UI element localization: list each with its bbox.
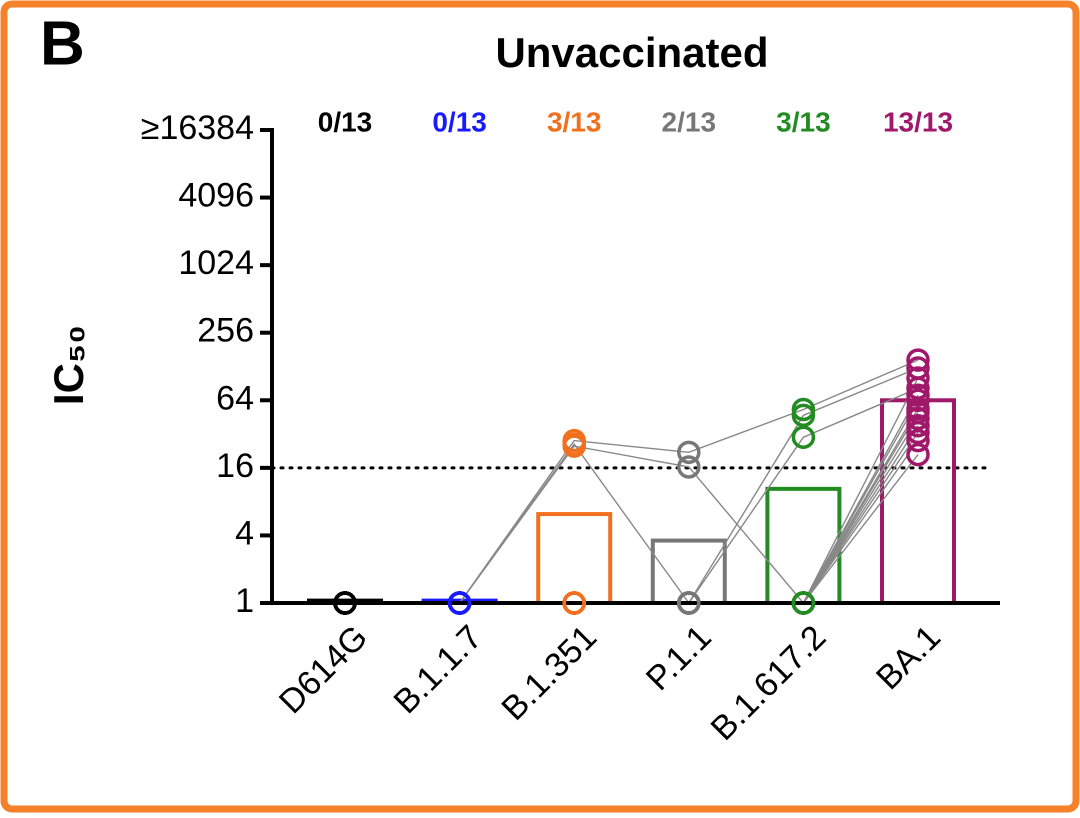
point	[562, 434, 586, 458]
y-tick-label: ≥16384	[141, 109, 254, 147]
point	[333, 591, 357, 615]
point	[791, 403, 816, 428]
point	[677, 455, 701, 479]
y-tick-label: 4096	[178, 177, 254, 215]
point	[562, 591, 586, 615]
count-label: 13/13	[883, 106, 953, 137]
point	[906, 442, 930, 467]
point	[447, 591, 472, 615]
count-label: 0/13	[318, 106, 373, 137]
point	[906, 366, 930, 390]
point	[906, 348, 930, 372]
point	[906, 420, 930, 445]
y-tick-label: 64	[216, 379, 254, 417]
count-label: 3/13	[776, 106, 831, 137]
y-axis-label: IC₅₀	[45, 325, 92, 405]
point	[906, 413, 930, 438]
y-tick-label: 16	[216, 447, 254, 485]
count-label: 0/13	[432, 106, 487, 137]
point	[677, 440, 701, 465]
point	[906, 406, 930, 431]
count-label: 3/13	[547, 106, 602, 137]
y-tick-label: 1024	[178, 244, 254, 282]
point	[791, 591, 816, 615]
point	[677, 591, 701, 615]
y-tick-label: 256	[197, 312, 254, 350]
point	[906, 428, 930, 453]
chart-title: Unvaccinated	[495, 29, 768, 76]
y-tick-label: 1	[235, 582, 254, 620]
point	[791, 425, 816, 449]
panel-label: B	[40, 9, 85, 78]
y-tick-label: 4	[235, 514, 254, 552]
count-label: 2/13	[662, 106, 717, 137]
